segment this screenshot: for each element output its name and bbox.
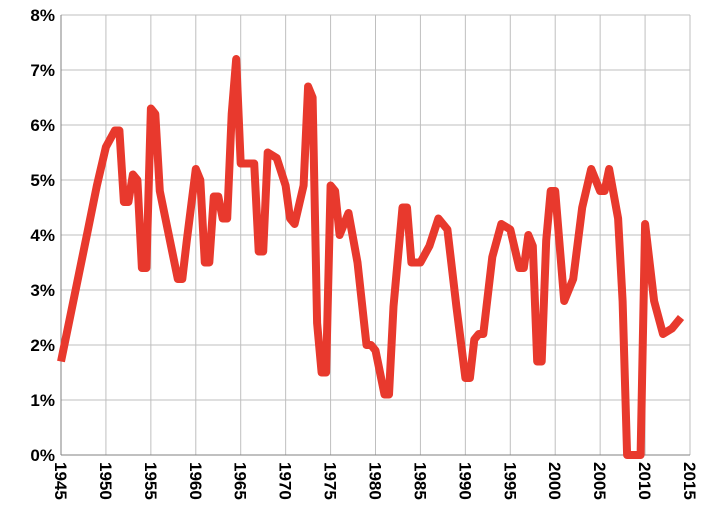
x-tick-label: 1965: [231, 462, 250, 500]
series-line-0: [57, 55, 685, 459]
x-tick-label: 2010: [635, 462, 654, 500]
x-axis-tick-labels: 1945 1950 1955 1960 1965 1970 1975 1980 1985 1990…: [51, 462, 699, 500]
y-tick-label: 1%: [30, 391, 55, 410]
series-layer: [57, 55, 685, 459]
x-tick-label: 1955: [141, 462, 160, 500]
y-tick-label: 2%: [30, 336, 55, 355]
axes: [60, 15, 690, 456]
x-tick-label: 1995: [500, 462, 519, 500]
x-tick-label: 1960: [186, 462, 205, 500]
x-tick-label: 1950: [96, 462, 115, 500]
y-axis-tick-labels: 0% 1% 2% 3% 4% 5% 6% 7% 8%: [30, 6, 55, 465]
x-tick-label: 1970: [276, 462, 295, 500]
y-tick-label: 5%: [30, 171, 55, 190]
y-tick-label: 8%: [30, 6, 55, 25]
x-tick-label: 1945: [51, 462, 70, 500]
x-tick-label: 2000: [545, 462, 564, 500]
y-tick-label: 4%: [30, 226, 55, 245]
x-tick-label: 1975: [321, 462, 340, 500]
x-tick-label: 1980: [366, 462, 385, 500]
x-tick-label: 2005: [590, 462, 609, 500]
y-tick-label: 6%: [30, 116, 55, 135]
grid: [60, 14, 691, 456]
y-tick-label: 3%: [30, 281, 55, 300]
x-tick-label: 1990: [455, 462, 474, 500]
y-tick-label: 0%: [30, 446, 55, 465]
x-tick-label: 2015: [680, 462, 699, 500]
x-tick-label: 1985: [410, 462, 429, 500]
y-tick-label: 7%: [30, 61, 55, 80]
